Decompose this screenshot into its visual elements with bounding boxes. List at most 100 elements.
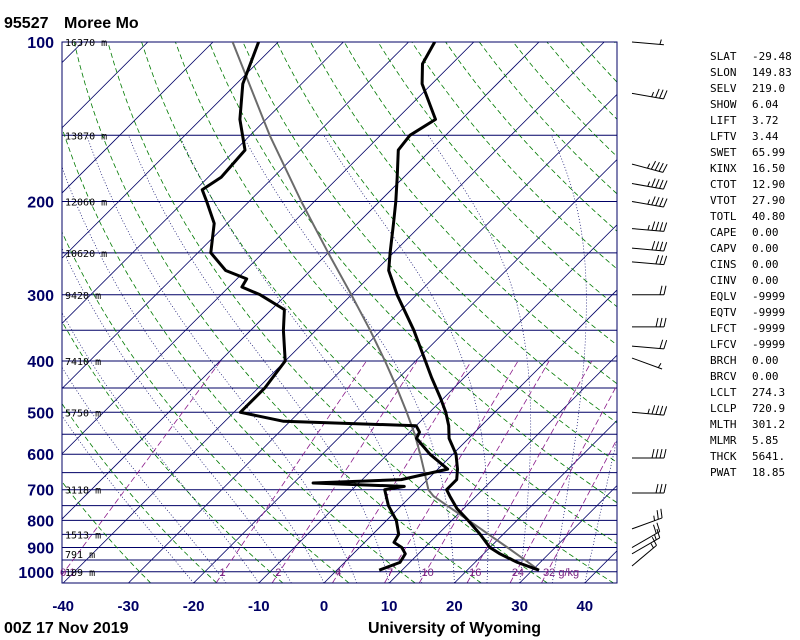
isotherm-line bbox=[62, 42, 475, 455]
plot-frame bbox=[61, 41, 618, 584]
wind-barb-flag bbox=[663, 317, 667, 328]
height-label: 791 m bbox=[65, 550, 95, 561]
mixing-ratio-label: 1 bbox=[220, 567, 226, 579]
wind-barb-staff bbox=[631, 247, 664, 252]
dry-adiabat-line bbox=[175, 42, 617, 545]
parcel-path-line bbox=[231, 42, 540, 572]
pressure-tick-label: 1000 bbox=[18, 565, 54, 582]
index-key: KINX bbox=[710, 162, 737, 175]
wind-barb-flag bbox=[663, 198, 668, 208]
index-value: 27.90 bbox=[752, 194, 785, 207]
pressure-axis-labels: 100 200 300 400 500 600 700 800 900 1000 bbox=[18, 35, 54, 582]
wind-barb bbox=[631, 254, 668, 266]
dry-adiabat-line bbox=[411, 42, 617, 270]
height-label: 5750 m bbox=[65, 408, 101, 419]
data-source: University of Wyoming bbox=[368, 620, 541, 637]
temperature-tick-label: 20 bbox=[446, 598, 463, 615]
wind-barb-flag bbox=[659, 39, 662, 45]
dry-adiabat-line bbox=[208, 42, 617, 504]
wind-barb-flag bbox=[655, 405, 660, 415]
pressure-tick-label: 300 bbox=[27, 288, 54, 305]
dry-adiabat-line bbox=[73, 42, 482, 583]
index-key: CTOT bbox=[710, 178, 737, 191]
index-value: -9999 bbox=[752, 322, 785, 335]
height-label: 3118 m bbox=[65, 486, 101, 497]
index-value: 6.04 bbox=[752, 98, 779, 111]
pressure-tick-label: 200 bbox=[27, 194, 54, 211]
height-label: 12060 m bbox=[65, 197, 107, 208]
wind-barb-flag bbox=[650, 160, 657, 170]
isotherm-line bbox=[0, 42, 17, 583]
wind-barb-staff bbox=[631, 345, 664, 350]
wind-barb-flag bbox=[663, 339, 668, 350]
dewpoint-profile-line bbox=[200, 42, 450, 572]
dry-adiabat-line bbox=[141, 42, 614, 583]
temperature-tick-label: -20 bbox=[183, 598, 205, 615]
wind-barb-flag bbox=[663, 483, 667, 494]
wind-barb-flag bbox=[659, 255, 664, 265]
height-label: 1513 m bbox=[65, 530, 101, 541]
wind-barb-flag bbox=[663, 90, 668, 100]
wind-barb-flag bbox=[647, 163, 651, 169]
index-key: TOTL bbox=[710, 210, 737, 223]
moist-adiabat-line bbox=[584, 437, 617, 583]
index-key: SLAT bbox=[710, 50, 737, 63]
index-key: SHOW bbox=[710, 98, 737, 111]
index-key: LCLP bbox=[710, 402, 737, 415]
wind-barb-flag bbox=[647, 224, 650, 231]
wind-barb-flag bbox=[647, 181, 651, 187]
temperature-tick-label: 40 bbox=[576, 598, 593, 615]
wind-barb-staff bbox=[631, 544, 657, 567]
wind-barb-flag bbox=[655, 179, 660, 188]
moist-adiabat-line bbox=[427, 135, 532, 583]
index-value: 3.44 bbox=[752, 130, 779, 143]
index-value: 0.00 bbox=[752, 226, 779, 239]
pressure-tick-label: 100 bbox=[27, 35, 54, 52]
wind-barb-flag bbox=[651, 536, 657, 546]
mixing-ratio-label: 32 g/kg bbox=[543, 567, 579, 579]
height-label: 7410 m bbox=[65, 357, 101, 368]
isotherm-line bbox=[62, 42, 409, 390]
height-label: 13870 m bbox=[65, 131, 107, 142]
temperature-tick-label: -10 bbox=[248, 598, 270, 615]
wind-barb-flag bbox=[651, 240, 656, 251]
wind-barb-flag bbox=[663, 285, 667, 295]
dry-adiabat-line bbox=[445, 42, 617, 232]
index-value: 301.2 bbox=[752, 418, 785, 431]
temperature-axis-labels: -40 -30 -20 -10 0 10 20 30 40 bbox=[52, 598, 593, 615]
index-key: SWET bbox=[710, 146, 737, 159]
wind-barb-staff bbox=[631, 531, 660, 548]
wind-barb bbox=[631, 508, 663, 530]
isotherm-line bbox=[193, 159, 617, 583]
stability-indices: SLAT -29.48 SLON 149.83 SELV 219.0 SHOW 6.04 LIF… bbox=[710, 50, 792, 479]
grid-lines bbox=[0, 42, 617, 583]
wind-barb-staff bbox=[631, 537, 660, 555]
index-value: 0.00 bbox=[752, 354, 779, 367]
height-label: 9420 m bbox=[65, 291, 101, 302]
wind-barb-flag bbox=[663, 406, 668, 416]
index-value: 219.0 bbox=[752, 82, 785, 95]
wind-barb-flag bbox=[650, 543, 654, 549]
index-value: 0.00 bbox=[752, 258, 779, 271]
wind-barb bbox=[632, 285, 667, 296]
dry-adiabat-line bbox=[242, 42, 617, 463]
index-key: LFTV bbox=[710, 130, 737, 143]
wind-barb bbox=[631, 240, 668, 252]
mixing-ratio-label: 7 bbox=[387, 567, 393, 579]
wind-barb-flag bbox=[663, 448, 667, 459]
wind-barb-flag bbox=[660, 508, 663, 519]
height-labels: 16370 m 13870 m 12060 m 10620 m 9420 m 7410 m… bbox=[65, 38, 107, 579]
wind-barb-flag bbox=[656, 522, 661, 532]
wind-barb bbox=[631, 39, 664, 46]
index-value: 0.00 bbox=[752, 274, 779, 287]
mixing-ratio-line bbox=[384, 360, 519, 583]
wind-barb-flag bbox=[662, 163, 668, 173]
moist-adiabat-line bbox=[551, 135, 587, 583]
index-key: MLMR bbox=[710, 434, 737, 447]
wind-barb-flag bbox=[659, 241, 664, 251]
mixing-ratio-line bbox=[466, 360, 593, 583]
wind-barb-flag bbox=[659, 197, 664, 207]
wind-barb-flag bbox=[659, 405, 664, 415]
mixing-ratio-line bbox=[509, 384, 617, 583]
wind-barb bbox=[632, 483, 667, 494]
